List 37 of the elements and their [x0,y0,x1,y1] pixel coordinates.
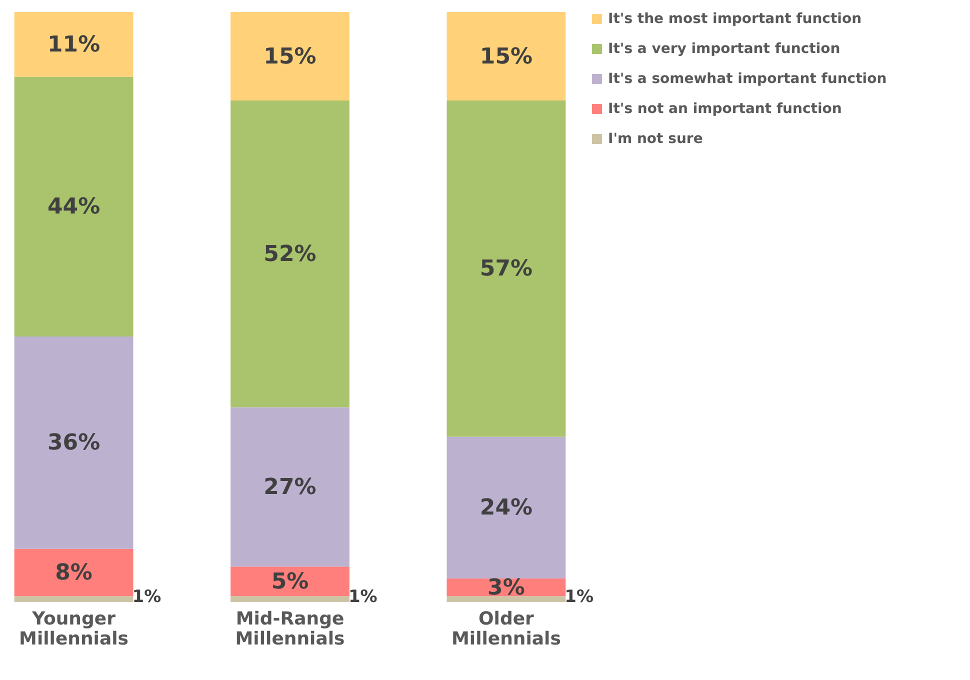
legend-label: It's a somewhat important function [608,71,887,87]
bar [446,100,566,437]
data-label: 15% [480,44,533,70]
bar [14,76,134,336]
data-label: 57% [480,256,533,282]
x-tick-label: Mid-Range Millennials [235,608,345,650]
bar [230,566,350,596]
bar [14,548,134,596]
data-label: 27% [264,474,316,500]
bar [446,596,566,602]
bar [14,12,134,77]
bar [230,407,350,567]
bar [14,596,134,602]
data-label: 44% [47,194,100,220]
data-label: 1% [348,587,378,608]
data-label: 1% [132,587,162,608]
bar [230,12,350,100]
legend-label: It's the most important function [608,11,862,27]
data-label: 11% [47,32,100,58]
legend-label: I'm not sure [608,131,703,147]
bar [230,100,350,408]
bar [446,12,566,100]
data-label: 5% [271,569,309,594]
bar [446,436,566,578]
x-tick-label: Older Millennials [451,608,561,650]
x-tick-label: Younger Millennials [19,608,129,650]
data-label: 36% [47,430,100,456]
legend-label: It's a very important function [608,41,840,57]
data-label: 1% [564,587,594,608]
data-label: 3% [488,575,525,600]
bar [14,336,134,549]
bar [230,596,350,602]
legend-label: It's not an important function [608,101,842,117]
data-label: 24% [480,496,533,521]
data-label: 8% [55,560,92,586]
data-label: 15% [264,44,316,70]
data-label: 52% [264,242,316,267]
